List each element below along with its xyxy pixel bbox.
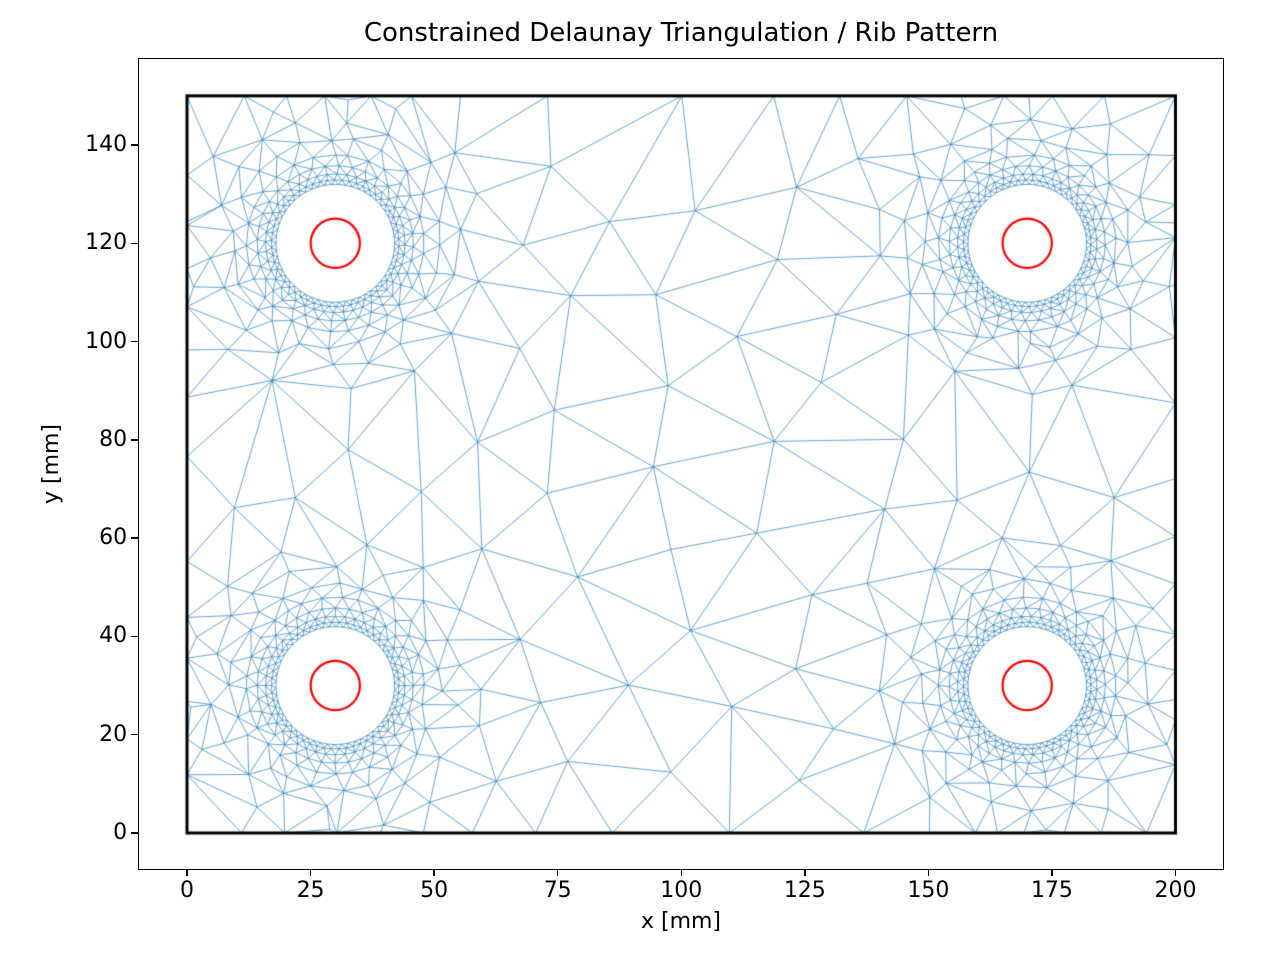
y-tick-label: 80 (99, 426, 128, 452)
y-tick-label: 100 (85, 328, 128, 354)
x-tick-label: 125 (783, 878, 826, 903)
y-tick-mark (131, 144, 138, 146)
y-tick-label: 20 (99, 721, 128, 747)
y-tick-mark (131, 734, 138, 736)
x-tick-label: 100 (660, 878, 703, 903)
y-tick-mark (131, 635, 138, 638)
x-tick-label: 175 (1030, 878, 1073, 903)
x-axis-label: x [mm] (640, 909, 722, 934)
x-tick-label: 75 (543, 878, 572, 903)
y-tick-mark (131, 832, 138, 834)
x-tick-mark (186, 869, 188, 877)
x-tick-mark (927, 869, 930, 877)
x-tick-mark (1174, 869, 1177, 877)
chart-title: Constrained Delaunay Triangulation / Rib… (363, 18, 999, 48)
x-tick-mark (556, 869, 559, 877)
x-tick-mark (680, 869, 682, 877)
y-tick-label: 120 (85, 230, 128, 256)
x-tick-mark (433, 869, 435, 877)
y-tick-mark (131, 439, 138, 441)
y-tick-mark (131, 537, 138, 539)
y-tick-label: 60 (99, 525, 128, 551)
y-tick-label: 40 (99, 623, 128, 649)
x-tick-label: 25 (296, 878, 325, 903)
x-tick-mark (309, 869, 312, 877)
y-tick-label: 0 (113, 820, 128, 845)
y-tick-label: 140 (85, 131, 128, 157)
y-tick-mark (131, 242, 138, 244)
x-tick-label: 0 (180, 878, 194, 903)
y-tick-mark (131, 340, 138, 343)
x-tick-label: 150 (907, 878, 950, 903)
x-tick-label: 50 (420, 878, 449, 903)
x-tick-label: 200 (1154, 878, 1197, 903)
x-tick-mark (804, 869, 806, 877)
x-tick-mark (1051, 869, 1053, 877)
